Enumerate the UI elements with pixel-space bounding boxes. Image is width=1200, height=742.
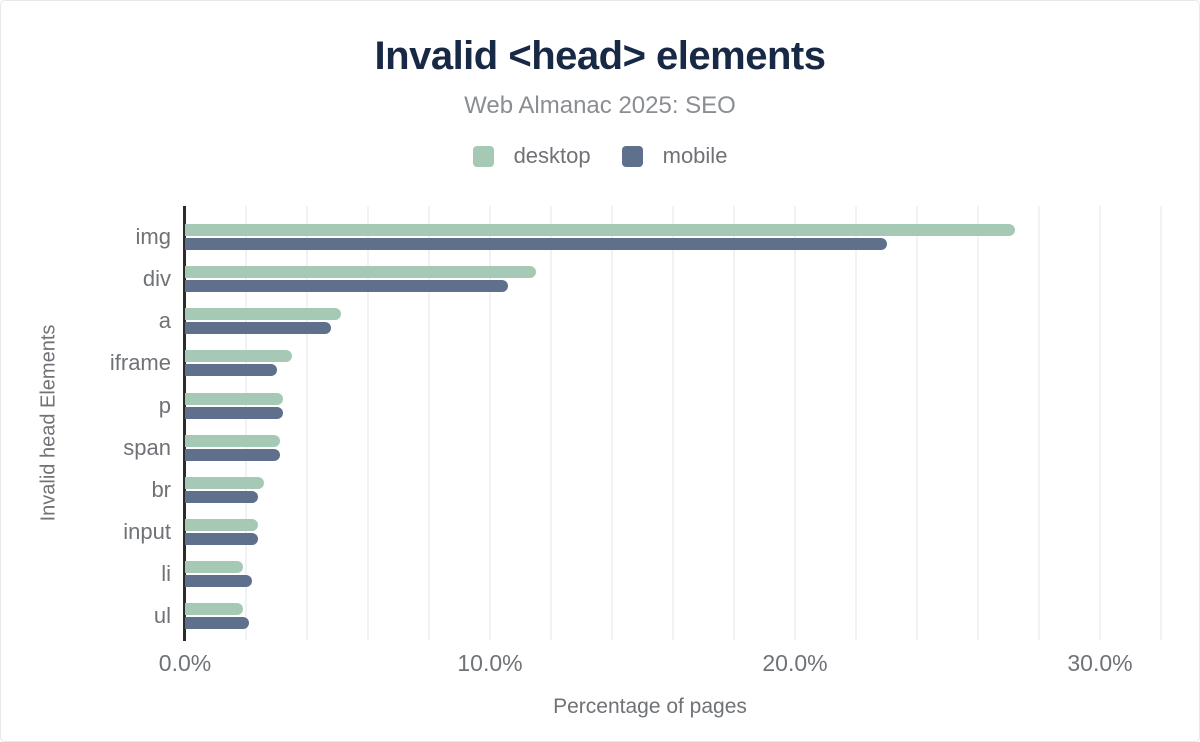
gridline xyxy=(794,206,796,640)
gridline xyxy=(306,206,308,640)
bar-desktop-a xyxy=(185,308,341,321)
gridline xyxy=(855,206,857,640)
gridline xyxy=(672,206,674,640)
bar-desktop-img xyxy=(185,223,1015,236)
legend-item-mobile[interactable]: mobile xyxy=(621,143,728,169)
x-axis-title: Percentage of pages xyxy=(553,695,747,718)
bar-desktop-li xyxy=(185,561,243,574)
bar-mobile-ul xyxy=(185,617,250,630)
bar-mobile-img xyxy=(185,237,887,250)
x-tick-label: 20.0% xyxy=(762,650,828,676)
gridline xyxy=(977,206,979,640)
bar-mobile-div xyxy=(185,279,509,292)
bar-desktop-span xyxy=(185,434,280,447)
gridline xyxy=(245,206,247,640)
gridline xyxy=(611,206,613,640)
bar-desktop-input xyxy=(185,519,259,532)
bar-mobile-a xyxy=(185,322,332,335)
bar-mobile-span xyxy=(185,448,280,461)
category-label-br: br xyxy=(151,476,171,502)
x-tick-label: 10.0% xyxy=(457,650,523,676)
gridline xyxy=(733,206,735,640)
category-label-iframe: iframe xyxy=(109,350,171,376)
legend-swatch-desktop xyxy=(472,145,494,167)
category-label-li: li xyxy=(161,561,171,587)
gridline xyxy=(916,206,918,640)
y-axis-line xyxy=(183,206,186,641)
x-tick-label: 30.0% xyxy=(1067,650,1133,676)
y-axis-title: Invalid head Elements xyxy=(37,324,60,522)
gridline xyxy=(1038,206,1040,640)
bar-mobile-br xyxy=(185,490,259,503)
legend-item-desktop[interactable]: desktop xyxy=(472,143,591,169)
category-label-a: a xyxy=(158,308,171,334)
gridline xyxy=(1160,206,1162,640)
bar-desktop-br xyxy=(185,476,265,489)
bar-desktop-iframe xyxy=(185,350,292,363)
bar-desktop-ul xyxy=(185,603,243,616)
bar-mobile-iframe xyxy=(185,364,277,377)
legend-label: mobile xyxy=(662,143,728,168)
legend: desktop mobile xyxy=(1,143,1199,169)
gridline xyxy=(428,206,430,640)
bar-mobile-input xyxy=(185,533,259,546)
plot-area: img div a iframe p span br input li ul xyxy=(110,206,1162,641)
legend-label: desktop xyxy=(513,143,591,168)
category-label-img: img xyxy=(135,223,171,249)
bar-desktop-div xyxy=(185,265,536,278)
gridline xyxy=(1099,206,1101,640)
category-label-ul: ul xyxy=(153,603,171,629)
bar-desktop-p xyxy=(185,392,283,405)
gridline xyxy=(550,206,552,640)
chart-subtitle: Web Almanac 2025: SEO xyxy=(464,92,736,119)
category-label-div: div xyxy=(142,265,171,291)
chart-title: Invalid <head> elements xyxy=(374,34,826,78)
category-label-span: span xyxy=(123,434,171,460)
category-label-p: p xyxy=(158,392,171,418)
bar-mobile-p xyxy=(185,406,283,419)
bar-mobile-li xyxy=(185,575,253,588)
gridline xyxy=(367,206,369,640)
x-tick-label: 0.0% xyxy=(158,650,212,676)
category-label-input: input xyxy=(123,519,171,545)
gridline xyxy=(489,206,491,640)
legend-swatch-mobile xyxy=(621,145,643,167)
